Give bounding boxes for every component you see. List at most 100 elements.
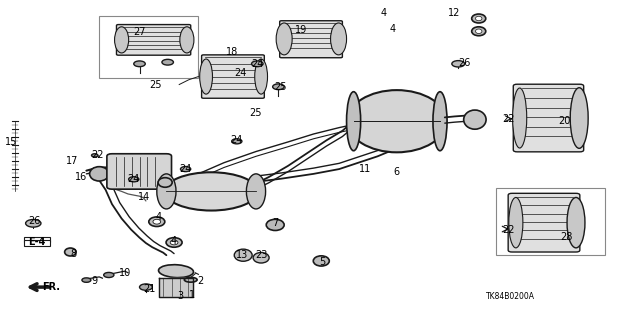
Ellipse shape: [314, 256, 329, 266]
Text: E-4: E-4: [28, 237, 46, 248]
Text: 4: 4: [381, 8, 387, 19]
Text: 4: 4: [170, 236, 177, 246]
Circle shape: [104, 272, 114, 278]
Text: 25: 25: [149, 80, 162, 91]
Text: 24: 24: [179, 164, 192, 174]
Bar: [496, 188, 605, 255]
Text: 24: 24: [230, 135, 243, 145]
Ellipse shape: [347, 90, 447, 152]
Circle shape: [140, 284, 152, 290]
Text: 18: 18: [225, 47, 238, 57]
Circle shape: [232, 139, 242, 144]
Ellipse shape: [567, 197, 585, 248]
Ellipse shape: [463, 110, 486, 129]
Text: 13: 13: [236, 250, 248, 260]
Ellipse shape: [246, 174, 266, 209]
Text: 3: 3: [177, 291, 184, 301]
FancyBboxPatch shape: [116, 25, 191, 55]
Ellipse shape: [476, 29, 482, 33]
Polygon shape: [159, 278, 193, 297]
FancyBboxPatch shape: [508, 193, 580, 252]
Text: 22: 22: [502, 225, 515, 235]
Text: 2: 2: [197, 276, 204, 286]
Text: 24: 24: [234, 68, 246, 78]
Ellipse shape: [65, 248, 76, 256]
Text: 4: 4: [156, 212, 162, 222]
Text: 27: 27: [133, 27, 146, 37]
Text: 21: 21: [143, 284, 156, 294]
Text: 15: 15: [4, 137, 17, 147]
Ellipse shape: [157, 174, 176, 209]
Ellipse shape: [255, 59, 268, 94]
Text: 22: 22: [502, 114, 515, 124]
Text: 10: 10: [118, 268, 131, 278]
Circle shape: [134, 61, 145, 67]
Ellipse shape: [266, 219, 284, 230]
Ellipse shape: [513, 88, 527, 148]
Ellipse shape: [115, 27, 129, 53]
Ellipse shape: [90, 167, 109, 181]
Text: 6: 6: [394, 167, 400, 177]
Ellipse shape: [570, 88, 588, 148]
Bar: [24, 240, 50, 246]
Text: 7: 7: [272, 218, 278, 228]
Bar: [99, 16, 198, 78]
Circle shape: [82, 278, 91, 282]
Circle shape: [180, 167, 191, 172]
Ellipse shape: [165, 172, 258, 211]
Text: 4: 4: [390, 24, 396, 34]
Text: 28: 28: [560, 232, 573, 242]
Text: 26: 26: [28, 216, 41, 226]
Text: 11: 11: [358, 164, 371, 174]
Circle shape: [129, 177, 139, 182]
Circle shape: [273, 84, 284, 90]
Ellipse shape: [509, 197, 523, 248]
Ellipse shape: [433, 92, 447, 151]
Ellipse shape: [472, 14, 486, 23]
Ellipse shape: [170, 240, 178, 245]
Ellipse shape: [476, 16, 482, 21]
FancyBboxPatch shape: [513, 84, 584, 152]
Ellipse shape: [153, 219, 161, 224]
Circle shape: [92, 154, 98, 157]
Ellipse shape: [472, 27, 486, 36]
Circle shape: [26, 219, 41, 227]
FancyBboxPatch shape: [107, 154, 172, 189]
Ellipse shape: [200, 59, 212, 94]
Ellipse shape: [331, 23, 347, 55]
Ellipse shape: [276, 23, 292, 55]
Circle shape: [162, 59, 173, 65]
Ellipse shape: [180, 27, 194, 53]
Text: 19: 19: [294, 25, 307, 35]
Text: TK84B0200A: TK84B0200A: [486, 292, 536, 301]
Text: 1: 1: [189, 290, 195, 300]
Text: 25: 25: [250, 108, 262, 118]
Ellipse shape: [347, 92, 361, 151]
Circle shape: [252, 61, 263, 67]
Bar: [24, 237, 50, 242]
Text: 22: 22: [92, 150, 104, 160]
FancyBboxPatch shape: [202, 55, 264, 98]
Text: 12: 12: [448, 8, 461, 18]
Ellipse shape: [253, 253, 269, 263]
FancyBboxPatch shape: [280, 21, 342, 58]
Text: 23: 23: [255, 250, 268, 260]
Ellipse shape: [184, 277, 197, 282]
Text: 8: 8: [70, 249, 77, 259]
Text: 24: 24: [251, 59, 264, 69]
Ellipse shape: [158, 178, 172, 187]
Circle shape: [452, 61, 465, 67]
Text: 14: 14: [138, 192, 150, 202]
Ellipse shape: [234, 249, 252, 261]
Text: FR.: FR.: [42, 282, 60, 292]
Text: 9: 9: [92, 276, 98, 286]
Text: 25: 25: [274, 82, 287, 92]
Text: 26: 26: [458, 57, 471, 68]
Text: 16: 16: [75, 172, 88, 182]
Text: 20: 20: [558, 115, 571, 126]
Text: 24: 24: [127, 174, 140, 184]
Ellipse shape: [166, 238, 182, 247]
Ellipse shape: [159, 265, 193, 278]
Text: 5: 5: [319, 256, 325, 267]
Ellipse shape: [149, 217, 165, 226]
